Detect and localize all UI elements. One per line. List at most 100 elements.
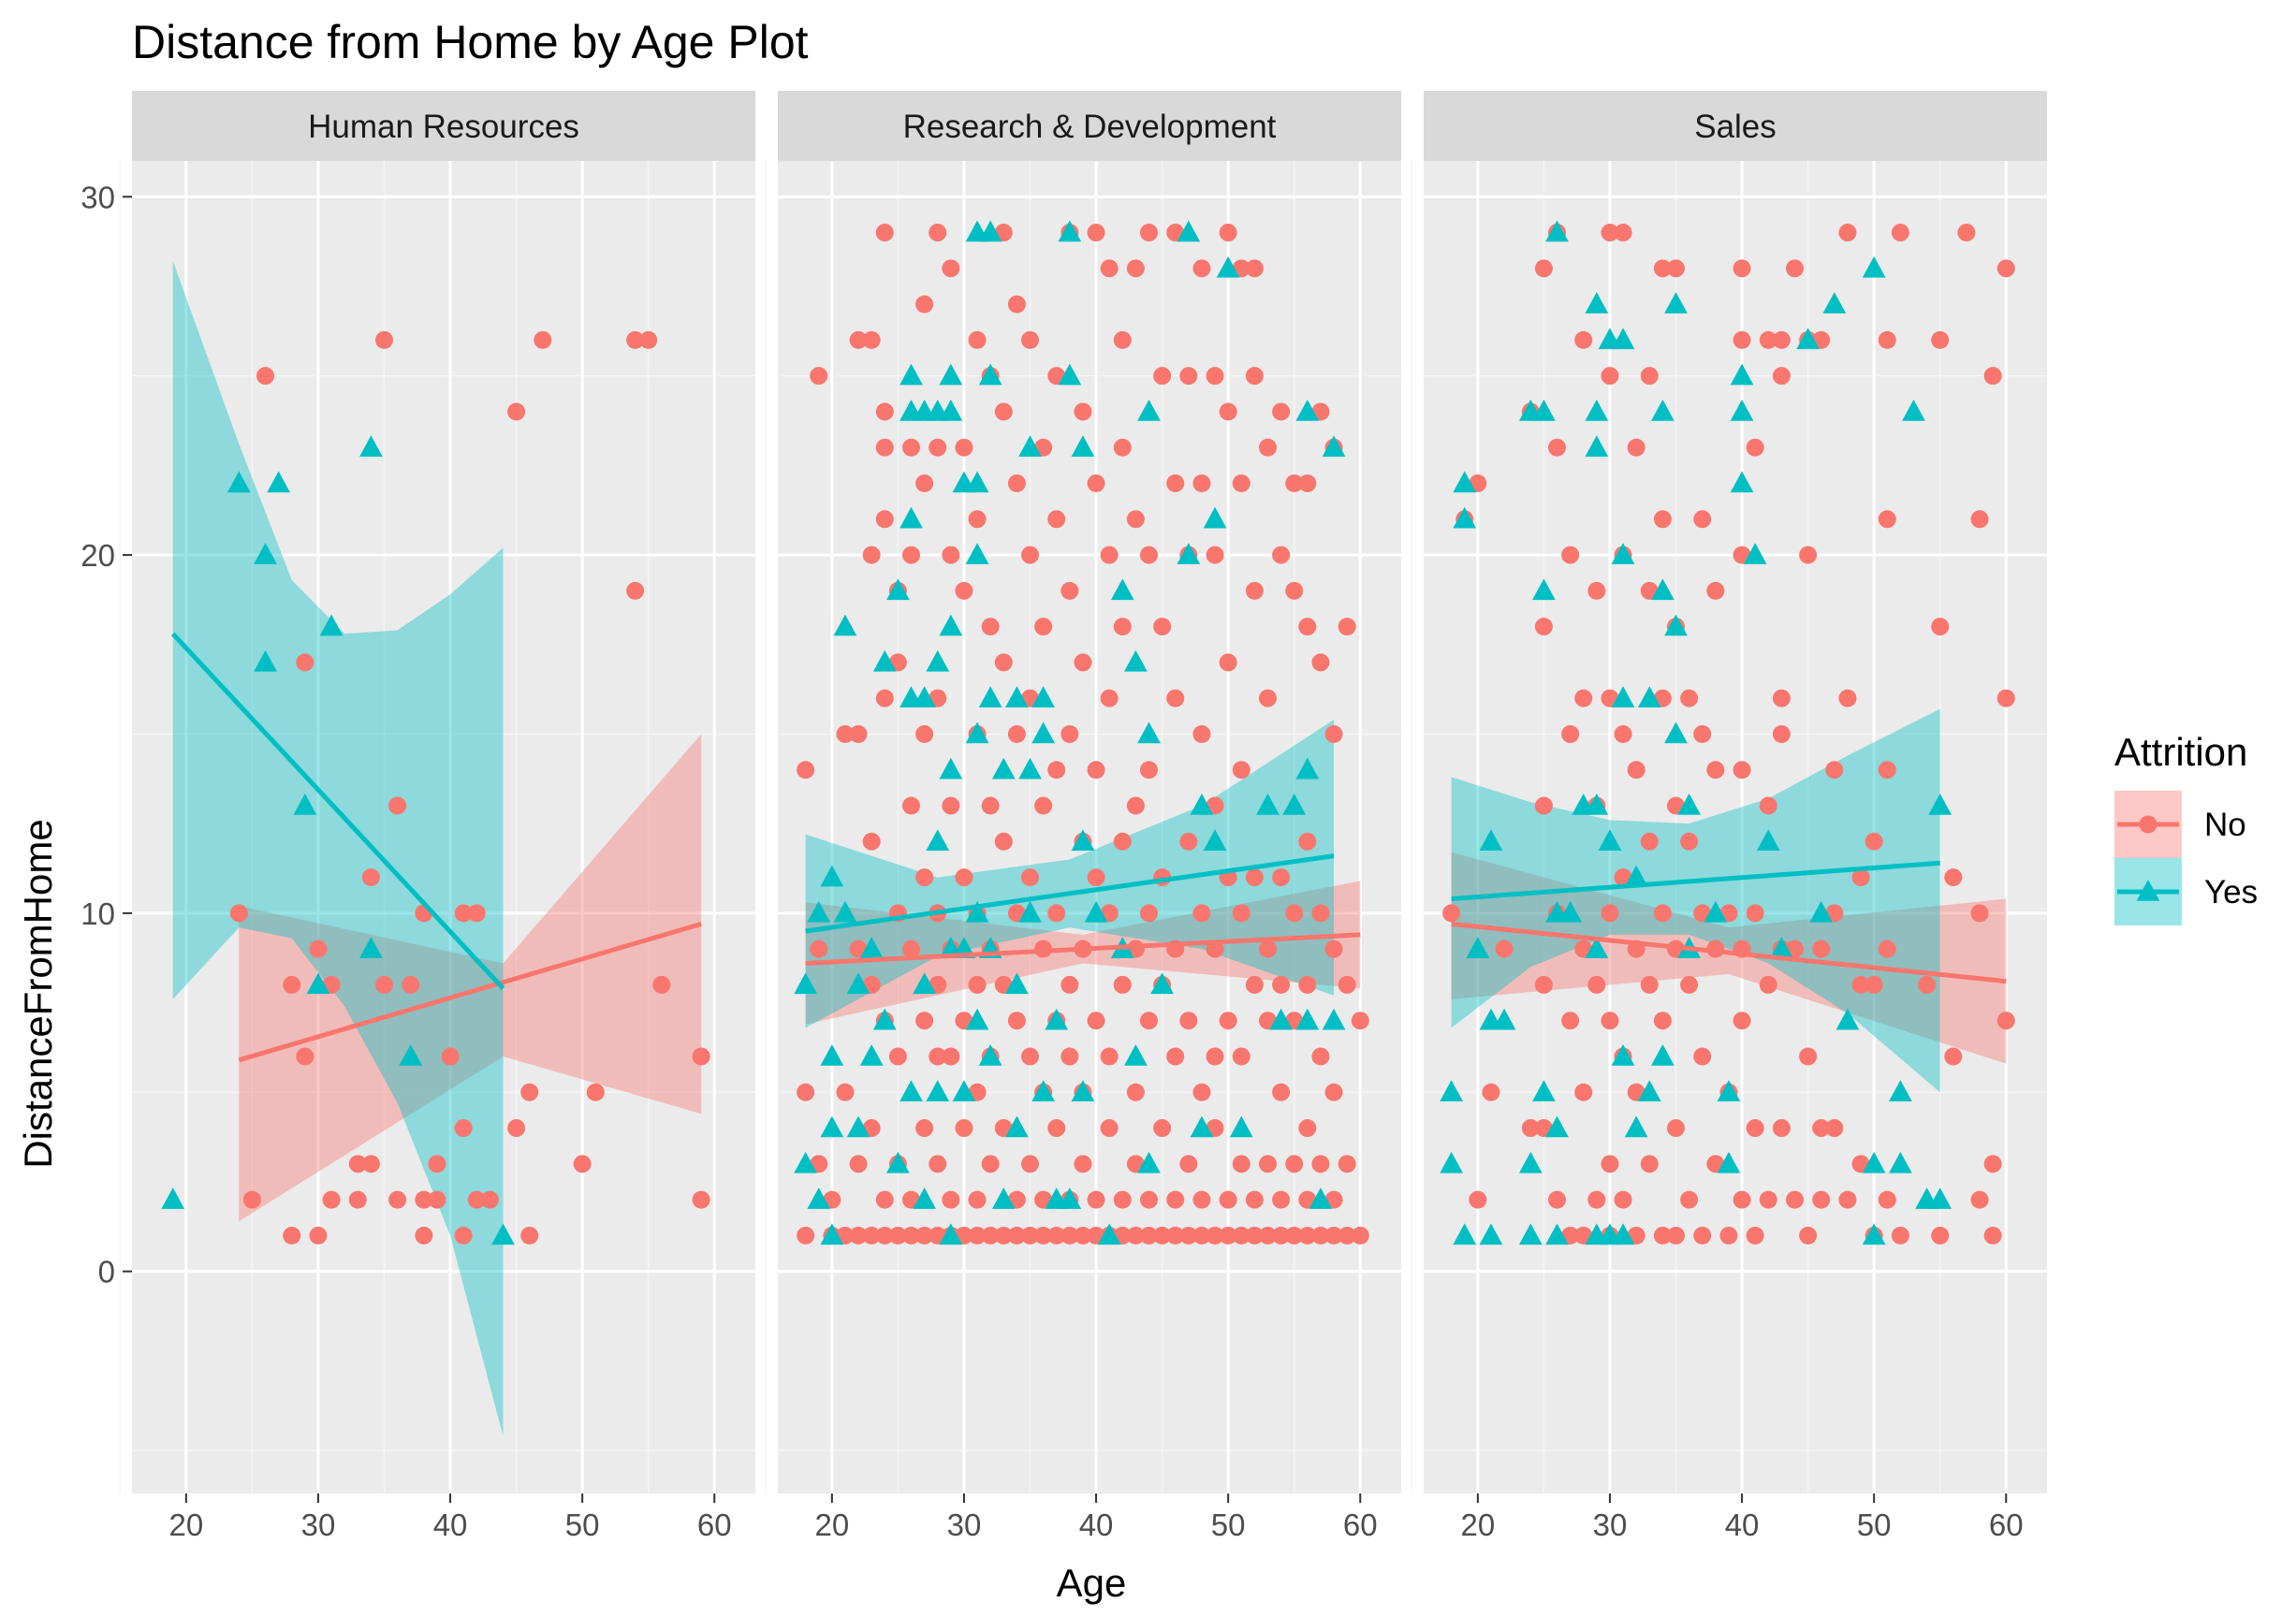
data-point xyxy=(1272,1083,1291,1101)
data-point xyxy=(820,1223,844,1246)
data-point xyxy=(1561,546,1580,564)
data-point xyxy=(1034,618,1053,636)
data-point xyxy=(1704,900,1728,923)
data-point xyxy=(978,686,1002,707)
data-point xyxy=(1034,1226,1053,1245)
data-point xyxy=(1733,761,1751,779)
data-point xyxy=(913,972,936,995)
data-point xyxy=(1060,581,1079,600)
data-point xyxy=(1532,1080,1556,1102)
data-point xyxy=(1466,937,1490,958)
data-point xyxy=(254,543,277,564)
data-point xyxy=(1060,1047,1079,1066)
data-point xyxy=(1153,1119,1172,1138)
data-point xyxy=(1706,581,1725,600)
data-point xyxy=(899,1080,923,1102)
data-point xyxy=(1799,1226,1818,1245)
facet-panel: Research & Development 20 30 40 50 60 xyxy=(765,91,1401,1542)
data-point xyxy=(1574,1083,1593,1101)
data-point xyxy=(1611,543,1635,564)
data-point xyxy=(1324,1083,1343,1101)
data-point xyxy=(955,868,973,887)
data-point xyxy=(836,1083,855,1101)
data-point xyxy=(1007,1226,1026,1245)
legend-title: Attrition xyxy=(2114,730,2247,774)
data-point xyxy=(1495,940,1514,958)
data-point xyxy=(375,975,394,994)
data-point xyxy=(1087,1012,1105,1030)
data-point xyxy=(1139,1012,1158,1030)
data-point xyxy=(1338,618,1356,636)
data-point xyxy=(1598,829,1622,852)
data-point xyxy=(1889,1080,1912,1102)
data-point xyxy=(1113,618,1132,636)
data-point xyxy=(1351,1012,1369,1030)
data-point xyxy=(942,546,960,564)
data-point xyxy=(955,438,973,457)
data-point xyxy=(1060,724,1079,743)
data-point xyxy=(1640,367,1659,386)
data-point xyxy=(1084,900,1108,923)
data-point xyxy=(399,1043,423,1066)
data-point xyxy=(859,937,884,958)
data-point xyxy=(978,363,1002,386)
data-point xyxy=(1139,224,1158,242)
data-point xyxy=(1074,402,1092,421)
data-point xyxy=(1219,1226,1237,1245)
data-point xyxy=(309,1226,328,1245)
data-point xyxy=(1192,259,1211,278)
y-axis-title: DistanceFromHome xyxy=(16,819,60,1168)
data-point xyxy=(1179,1226,1198,1245)
data-point xyxy=(1970,904,1989,923)
data-point xyxy=(1518,1223,1543,1246)
data-point xyxy=(1918,975,1937,994)
data-point xyxy=(1561,724,1580,743)
data-point xyxy=(1074,1226,1092,1245)
data-point xyxy=(1021,1047,1040,1066)
data-point xyxy=(520,1226,539,1245)
data-point xyxy=(902,438,921,457)
data-point xyxy=(1614,224,1632,242)
legend-key-triangle xyxy=(2136,880,2160,901)
data-point xyxy=(1272,1226,1291,1245)
x-tick-label: 30 xyxy=(1593,1508,1628,1542)
data-point xyxy=(991,1187,1016,1209)
data-point xyxy=(1311,1047,1330,1066)
data-point xyxy=(807,900,831,923)
data-point xyxy=(1100,1119,1119,1138)
data-point xyxy=(794,1151,817,1173)
data-point xyxy=(1100,689,1119,707)
data-point xyxy=(1258,1226,1277,1245)
data-point xyxy=(454,1226,473,1245)
data-point xyxy=(1139,904,1158,923)
data-point xyxy=(1664,292,1688,313)
data-point xyxy=(1614,1190,1632,1209)
data-point xyxy=(1126,510,1145,529)
data-point xyxy=(1100,259,1119,278)
data-point xyxy=(586,1083,605,1101)
data-point xyxy=(1743,543,1767,564)
data-point xyxy=(1295,757,1320,779)
x-tick-label: 40 xyxy=(1079,1508,1114,1542)
data-point xyxy=(994,402,1013,421)
data-point xyxy=(1878,510,1896,529)
data-point xyxy=(1219,1012,1237,1030)
data-point xyxy=(1245,868,1264,887)
data-point xyxy=(1706,761,1725,779)
legend: Attrition No Yes xyxy=(2114,730,2258,925)
data-point xyxy=(1719,1226,1738,1245)
data-point xyxy=(846,1115,870,1138)
data-point xyxy=(1087,868,1105,887)
data-point xyxy=(1192,1190,1211,1209)
y-tick-label: 20 xyxy=(80,538,115,573)
data-point xyxy=(1601,367,1619,386)
data-point xyxy=(1018,900,1042,923)
data-point xyxy=(1295,1008,1320,1030)
data-point xyxy=(1113,330,1132,349)
data-point xyxy=(1232,761,1250,779)
data-point xyxy=(1192,724,1211,743)
x-tick-label: 50 xyxy=(565,1508,600,1542)
confidence-band xyxy=(172,261,504,1436)
facet-strip-label: Sales xyxy=(1694,109,1777,145)
